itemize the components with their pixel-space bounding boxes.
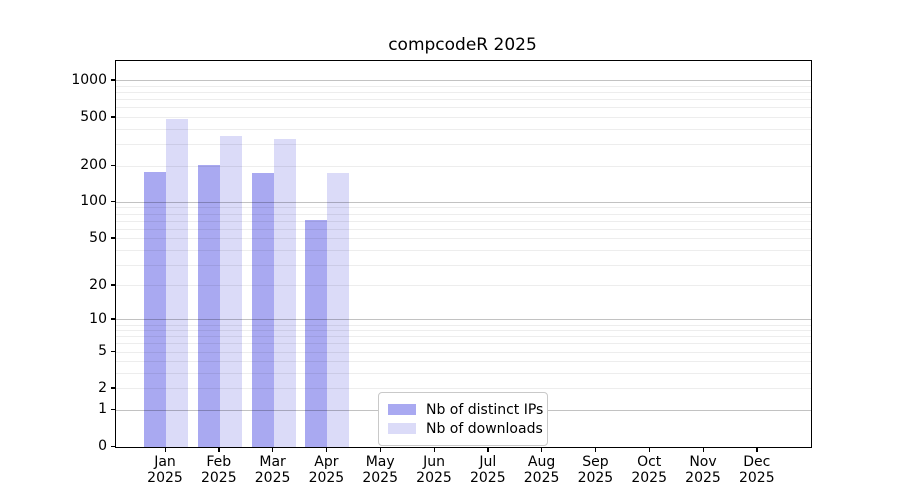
grid-layer xyxy=(116,61,811,447)
legend-label-distinct-ips: Nb of distinct IPs xyxy=(426,401,544,418)
x-tick-mark xyxy=(218,447,220,452)
bar-jan-downloads xyxy=(166,118,188,447)
chart-title: compcodeR 2025 xyxy=(388,35,537,55)
x-tick-mark xyxy=(756,447,758,452)
x-tick-label: May 2025 xyxy=(362,454,398,486)
bar-jan-distinct-ips xyxy=(144,171,166,447)
x-tick-label: Jun 2025 xyxy=(416,454,452,486)
y-tick-mark xyxy=(111,164,115,166)
y-tick-label: 1 xyxy=(98,401,107,418)
y-tick-mark xyxy=(111,387,115,389)
x-tick-mark xyxy=(164,447,166,452)
gridline-minor xyxy=(116,238,811,240)
x-tick-label: Sep 2025 xyxy=(577,454,614,486)
gridline-minor xyxy=(116,336,811,338)
gridline-minor xyxy=(116,351,811,353)
legend-item-downloads: Nb of downloads xyxy=(388,420,543,437)
gridline-minor xyxy=(116,249,811,251)
x-tick-label: Jul 2025 xyxy=(469,454,506,486)
bars-layer xyxy=(116,61,811,447)
gridline-major xyxy=(116,319,811,321)
x-tick-label: Nov 2025 xyxy=(685,454,721,486)
x-tick-label: Dec 2025 xyxy=(738,454,775,486)
gridline-minor xyxy=(116,285,811,287)
x-tick-label: Apr 2025 xyxy=(308,454,345,486)
x-tick-mark xyxy=(702,447,704,452)
legend-swatch-distinct-ips xyxy=(388,404,416,415)
gridline-minor xyxy=(116,107,811,109)
gridline-minor xyxy=(116,220,811,222)
gridline-minor xyxy=(116,165,811,167)
y-tick-label: 5 xyxy=(98,343,107,360)
y-tick-mark xyxy=(111,284,115,286)
bar-mar-distinct-ips xyxy=(251,173,274,447)
gridline-minor xyxy=(116,92,811,94)
y-tick-mark xyxy=(111,350,115,352)
x-tick-mark xyxy=(379,447,382,452)
x-tick-mark xyxy=(433,447,435,452)
gridline-minor xyxy=(116,330,811,332)
gridline-minor xyxy=(116,361,811,363)
gridline-major xyxy=(116,80,811,82)
plot-area xyxy=(115,60,812,448)
y-tick-mark xyxy=(111,318,115,320)
x-tick-label: Feb 2025 xyxy=(200,454,237,486)
legend: Nb of distinct IPs Nb of downloads xyxy=(378,392,548,446)
y-tick-label: 100 xyxy=(80,193,107,210)
gridline-minor xyxy=(116,264,811,266)
gridline-minor xyxy=(116,324,811,326)
y-tick-label: 500 xyxy=(80,108,107,125)
y-tick-mark xyxy=(111,79,115,81)
gridline-major xyxy=(116,201,811,203)
y-tick-label: 200 xyxy=(80,157,107,173)
x-tick-mark xyxy=(325,447,328,452)
x-tick-mark xyxy=(594,447,597,452)
bar-mar-downloads xyxy=(273,138,296,447)
y-tick-mark xyxy=(111,445,115,447)
x-tick-label: Jan 2025 xyxy=(147,454,183,486)
y-tick-mark xyxy=(111,408,115,411)
x-tick-mark xyxy=(487,447,489,452)
y-tick-label: 20 xyxy=(89,276,107,293)
bar-apr-downloads xyxy=(327,173,350,447)
bar-feb-distinct-ips xyxy=(197,165,220,447)
gridline-minor xyxy=(116,99,811,101)
x-tick-mark xyxy=(272,447,274,452)
y-tick-label: 2 xyxy=(98,379,107,396)
x-tick-label: Oct 2025 xyxy=(631,454,667,486)
y-tick-label: 0 xyxy=(98,438,107,454)
gridline-minor xyxy=(116,388,811,390)
gridline-minor xyxy=(116,373,811,375)
gridline-minor xyxy=(116,128,811,130)
legend-swatch-downloads xyxy=(388,423,416,434)
legend-item-distinct-ips: Nb of distinct IPs xyxy=(388,401,543,418)
y-tick-mark xyxy=(111,200,115,203)
x-tick-mark xyxy=(541,447,543,452)
y-tick-mark xyxy=(111,116,115,118)
gridline-minor xyxy=(116,343,811,345)
y-tick-label: 10 xyxy=(89,310,107,327)
gridline-minor xyxy=(116,117,811,119)
gridline-minor xyxy=(116,213,811,215)
bar-feb-downloads xyxy=(219,136,242,447)
x-tick-mark xyxy=(648,447,651,452)
x-tick-label: Mar 2025 xyxy=(254,454,291,486)
gridline-minor xyxy=(116,207,811,209)
y-tick-label: 1000 xyxy=(71,71,107,88)
x-tick-label: Aug 2025 xyxy=(523,454,560,486)
gridline-minor xyxy=(116,228,811,230)
gridline-minor xyxy=(116,86,811,88)
legend-label-downloads: Nb of downloads xyxy=(426,420,543,437)
bar-apr-distinct-ips xyxy=(305,219,328,447)
y-tick-label: 50 xyxy=(89,229,107,246)
gridline-minor xyxy=(116,144,811,146)
y-tick-mark xyxy=(111,237,115,239)
